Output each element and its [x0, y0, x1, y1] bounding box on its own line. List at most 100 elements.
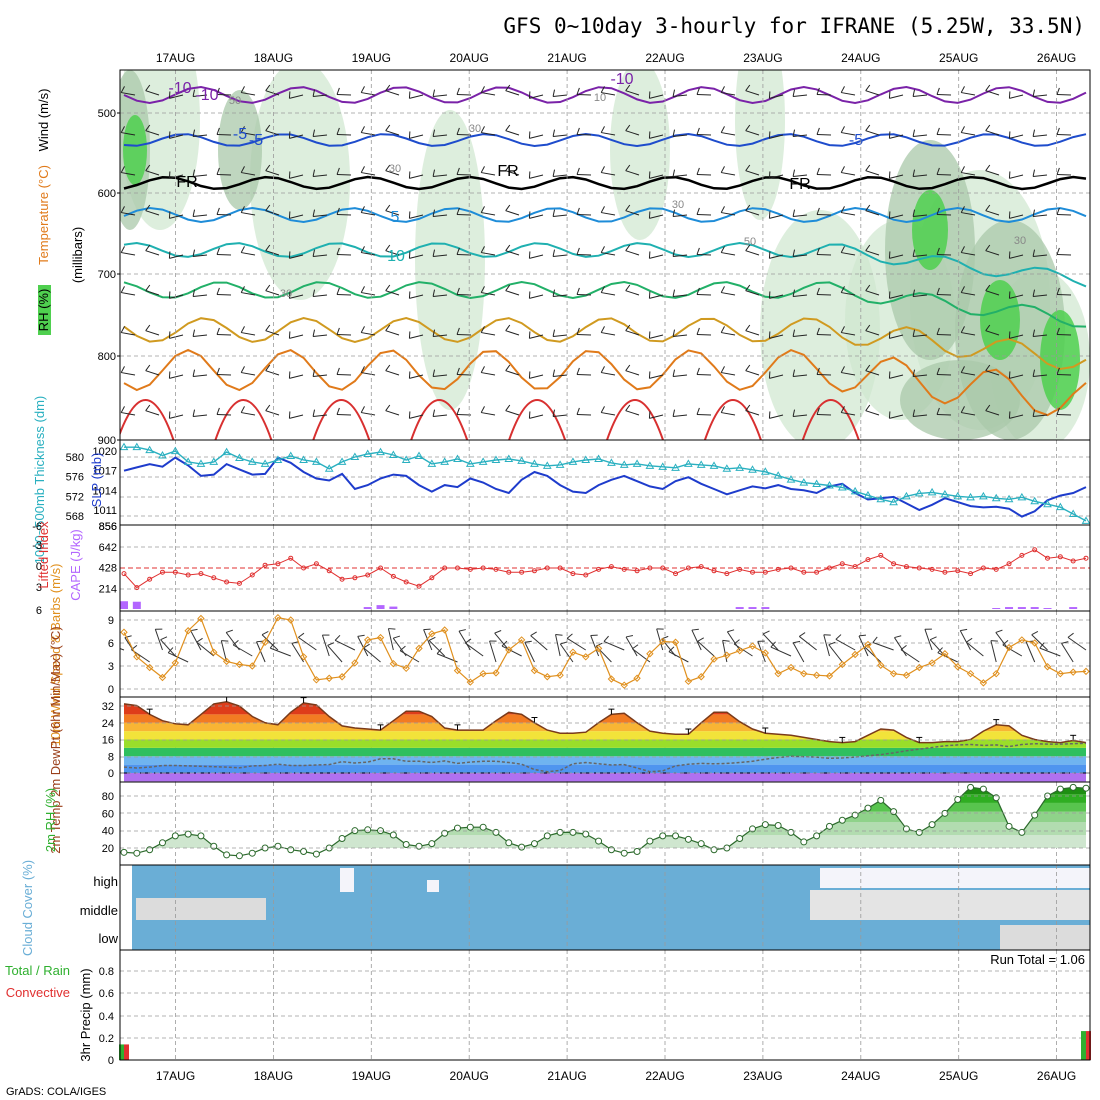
wind-barb — [601, 372, 616, 376]
isotherm-label: 5 — [391, 209, 400, 226]
wind-barb — [433, 254, 448, 257]
rh-band — [124, 794, 1086, 803]
wind-barb — [745, 410, 760, 416]
wind-barb — [361, 172, 376, 176]
date-label: 20AUG — [450, 51, 489, 65]
rh-band — [124, 822, 1086, 835]
wind-barb-flag — [576, 287, 580, 295]
wind-barb — [769, 294, 784, 299]
wind-barb — [553, 334, 568, 337]
wind-barb — [649, 294, 664, 299]
wind-barb — [1009, 294, 1024, 299]
wind-speed-marker — [145, 663, 154, 672]
wind-barb — [265, 410, 280, 416]
wind-speed-marker — [338, 673, 346, 681]
rh-marker — [928, 821, 936, 829]
wind-barb-flag — [865, 284, 871, 291]
rh-marker — [1069, 783, 1077, 791]
wind-speed-marker — [543, 673, 551, 681]
thickness-marker — [401, 455, 411, 463]
wind-barb — [1002, 644, 1023, 657]
thickness-marker — [940, 489, 950, 498]
tick-label: 568 — [66, 511, 84, 523]
wind-barb — [327, 645, 343, 663]
wind-barb-flag — [505, 164, 511, 171]
lifted-index-marker — [724, 571, 730, 577]
wind-barb — [120, 648, 125, 651]
wind-barb — [529, 214, 544, 219]
temp-band — [124, 773, 1086, 782]
lifted-index-marker — [1006, 561, 1012, 567]
wind-barb — [673, 414, 688, 417]
wind-barb — [959, 630, 972, 651]
wind-barb — [489, 640, 497, 663]
wind-barb — [985, 210, 1000, 216]
wind-barb — [961, 132, 976, 136]
wind-barb — [721, 372, 736, 376]
wind-barb — [361, 372, 376, 376]
tick-label: 0.8 — [99, 966, 114, 978]
wind-barb-flag — [966, 637, 973, 643]
wind-barb-flag — [312, 249, 316, 257]
wind-barb — [289, 134, 304, 139]
wind-barb-flag — [336, 407, 340, 415]
wind-barb-flag — [792, 249, 796, 257]
wind-barb-flag — [480, 86, 485, 93]
wind-barb — [673, 334, 688, 337]
rh-contour-label: 50 — [744, 236, 756, 248]
wind-barb — [601, 212, 616, 216]
date-label: 18AUG — [254, 51, 293, 65]
wind-barb-flag — [792, 329, 796, 337]
wind-barb-flag — [720, 246, 725, 253]
wind-barb — [985, 410, 1000, 416]
wind-barb-flag — [960, 406, 965, 413]
wind-barb — [691, 629, 702, 651]
tick-label: 572 — [66, 491, 84, 503]
lifted-index-marker — [390, 573, 396, 579]
wind-barb — [291, 643, 304, 663]
wind-barb-flag — [720, 126, 725, 133]
lifted-index-marker — [121, 571, 127, 577]
wind-barb-flag — [336, 87, 340, 95]
date-label: 22AUG — [645, 1069, 684, 1083]
wind-barb-flag — [840, 326, 845, 333]
wind-barb — [409, 94, 424, 99]
lifted-index-marker — [955, 568, 961, 574]
wind-barb-flag — [936, 167, 940, 175]
wind-barb-flag — [360, 206, 365, 213]
date-label: 20AUG — [450, 1069, 489, 1083]
wind-barb-flag — [672, 249, 676, 257]
cloud-gap — [810, 890, 1090, 920]
cape-bar — [376, 605, 385, 609]
wind-barb-flag — [505, 324, 511, 331]
isotherm-line — [123, 132, 1087, 148]
wind-barb-flag — [216, 167, 220, 175]
thickness-marker — [260, 459, 270, 467]
wind-barb — [289, 214, 304, 219]
wind-barb — [385, 330, 400, 336]
wind-barb — [121, 292, 136, 296]
wind-barb — [1067, 636, 1087, 651]
lifted-index-marker — [403, 579, 409, 585]
wind-barb-flag — [600, 206, 605, 213]
wind-barb-flag — [745, 84, 751, 91]
wind-barb-flag — [336, 207, 340, 215]
wind-barb — [985, 290, 1000, 296]
wind-barb — [1061, 643, 1074, 663]
wind-barb-flag — [625, 404, 631, 411]
wind-barb — [458, 630, 471, 651]
wind-speed-marker — [941, 650, 949, 658]
wind-barb — [889, 254, 904, 259]
wind-barb-flag — [312, 209, 316, 217]
wind-barb — [121, 252, 136, 256]
lifted-index-marker — [429, 575, 435, 581]
wind-barb — [889, 134, 904, 139]
run-total-annotation: Run Total = 1.06 — [990, 952, 1085, 967]
wind-barb-flag — [566, 633, 573, 639]
wind-barb-flag — [216, 367, 220, 375]
wind-barb — [265, 90, 280, 96]
wind-speed-marker — [120, 628, 128, 636]
rh-marker — [761, 821, 769, 829]
rh-marker — [838, 816, 846, 824]
wind-barb-flag — [240, 366, 245, 373]
